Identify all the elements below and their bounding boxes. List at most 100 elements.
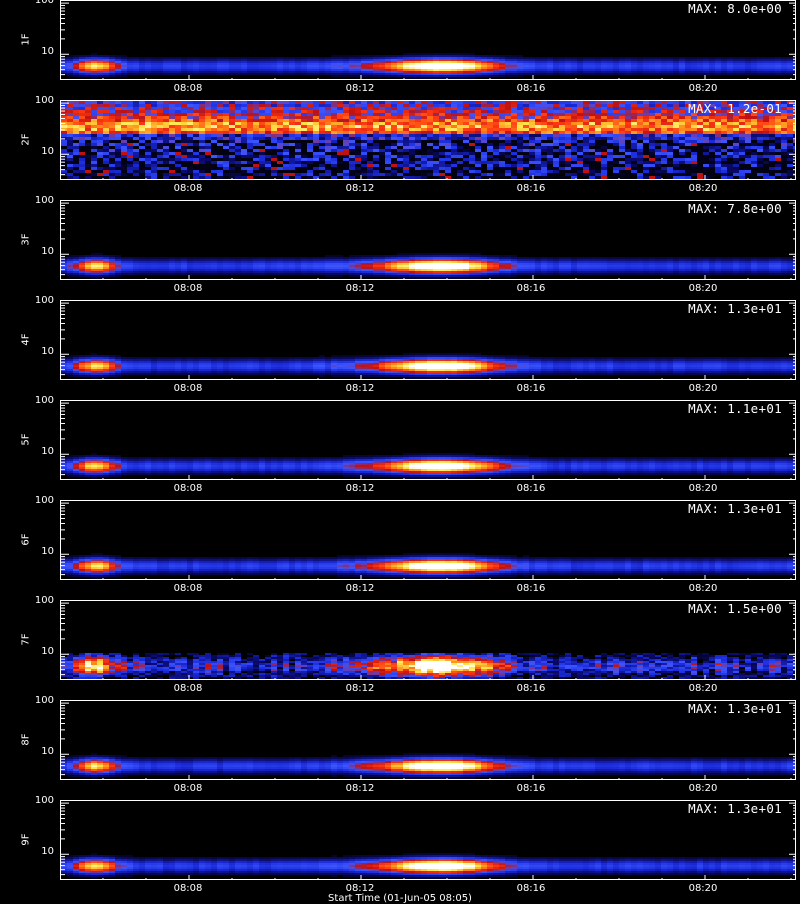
spectrogram-cell — [655, 164, 661, 167]
spectrogram-cell — [97, 140, 103, 143]
spectrogram-cell — [163, 116, 169, 119]
spectrogram-cell — [97, 275, 103, 277]
spectrogram-cell — [511, 161, 517, 164]
spectrogram-cell — [139, 61, 145, 63]
spectrogram-cell — [103, 122, 109, 125]
spectrogram-cell — [775, 59, 781, 61]
spectrogram-cell — [445, 77, 451, 79]
spectrogram-cell — [523, 173, 529, 176]
spectrogram-cell — [703, 152, 709, 155]
spectrogram-cell — [205, 269, 211, 271]
spectrogram-cell — [775, 152, 781, 155]
spectrogram-cell — [67, 75, 73, 77]
spectrogram-cell — [343, 71, 349, 73]
spectrogram-cell — [385, 75, 391, 77]
spectrogram-cell — [589, 176, 595, 179]
spectrogram-cell — [685, 125, 691, 128]
spectrogram-cell — [433, 176, 439, 179]
spectrogram-cell — [721, 67, 727, 69]
spectrogram-cell — [313, 173, 319, 176]
spectrogram-cell — [295, 176, 301, 179]
spectrogram-cell — [445, 59, 451, 61]
spectrogram-cell — [319, 63, 325, 65]
spectrogram-cell — [337, 116, 343, 119]
spectrogram-cell — [427, 176, 433, 179]
spectrogram-cell — [271, 71, 277, 73]
spectrogram-cell — [157, 73, 163, 75]
spectrogram-cell — [193, 170, 199, 173]
spectrogram-cell — [319, 146, 325, 149]
spectrogram-cell — [217, 173, 223, 176]
spectrogram-cell — [277, 176, 283, 179]
spectrogram-cell — [343, 140, 349, 143]
spectrogram-cell — [169, 173, 175, 176]
spectrogram-cell — [79, 152, 85, 155]
spectrogram-cell — [211, 158, 217, 161]
spectrogram-cell — [637, 63, 643, 65]
spectrogram-cell — [193, 59, 199, 61]
spectrogram-cell — [637, 57, 643, 59]
spectrogram-cell — [241, 122, 247, 125]
spectrogram-cell — [307, 176, 313, 179]
spectrogram-cell — [451, 63, 457, 65]
spectrogram-cell — [541, 146, 547, 149]
spectrogram-cell — [703, 146, 709, 149]
spectrogram-cell — [367, 119, 373, 122]
spectrogram-cell — [625, 128, 631, 131]
spectrogram-cell — [565, 134, 571, 137]
spectrogram-cell — [85, 122, 91, 125]
spectrogram-cell — [301, 155, 307, 158]
spectrogram-cell — [139, 71, 145, 73]
spectrogram-cell — [265, 63, 271, 65]
spectrogram-cell — [769, 137, 775, 140]
spectrogram-cell — [169, 69, 175, 71]
spectrogram-cell — [493, 173, 499, 176]
spectrogram-cell — [769, 134, 775, 137]
spectrogram-cell — [391, 67, 397, 69]
spectrogram-cell — [445, 55, 451, 57]
spectrogram-cell — [91, 143, 97, 146]
spectrogram-cell — [487, 55, 493, 57]
spectrogram-cell — [373, 69, 379, 71]
spectrogram-cell — [637, 65, 643, 67]
spectrogram-cell — [295, 128, 301, 131]
spectrogram-cell — [97, 277, 103, 279]
spectrogram-cell — [655, 119, 661, 122]
spectrogram-cell — [157, 146, 163, 149]
spectrogram-cell — [769, 61, 775, 63]
spectrogram-cell — [175, 146, 181, 149]
spectrogram-cell — [421, 173, 427, 176]
spectrogram-cell — [193, 101, 199, 104]
spectrogram-cell — [331, 116, 337, 119]
spectrogram-cell — [379, 134, 385, 137]
spectrogram-cell — [619, 122, 625, 125]
spectrogram-cell — [313, 63, 319, 65]
x-tick-label: 08:08 — [158, 183, 218, 194]
spectrogram-cell — [313, 59, 319, 61]
spectrogram-cell — [529, 161, 535, 164]
spectrogram-cell — [109, 158, 115, 161]
spectrogram-cell — [775, 158, 781, 161]
spectrogram-cell — [559, 61, 565, 63]
spectrogram-cell — [697, 146, 703, 149]
spectrogram-cell — [781, 119, 787, 122]
spectrogram-cell — [511, 131, 517, 134]
spectrogram-cell — [769, 122, 775, 125]
spectrogram-cell — [103, 71, 109, 73]
spectrogram-cell — [277, 101, 283, 104]
spectrogram-cell — [625, 140, 631, 143]
spectrogram-cell — [709, 140, 715, 143]
spectrogram-cell — [289, 110, 295, 113]
spectrogram-cell — [391, 128, 397, 131]
spectrogram-cell — [217, 167, 223, 170]
spectrogram-cell — [655, 149, 661, 152]
spectrogram-cell — [565, 122, 571, 125]
spectrogram-cell — [631, 104, 637, 107]
spectrogram-cell — [559, 119, 565, 122]
spectrogram-cell — [307, 149, 313, 152]
spectrogram-cell — [727, 158, 733, 161]
spectrogram-cell — [397, 131, 403, 134]
spectrogram-cell — [169, 57, 175, 59]
spectrogram-cell — [151, 170, 157, 173]
spectrogram-cell — [355, 152, 361, 155]
